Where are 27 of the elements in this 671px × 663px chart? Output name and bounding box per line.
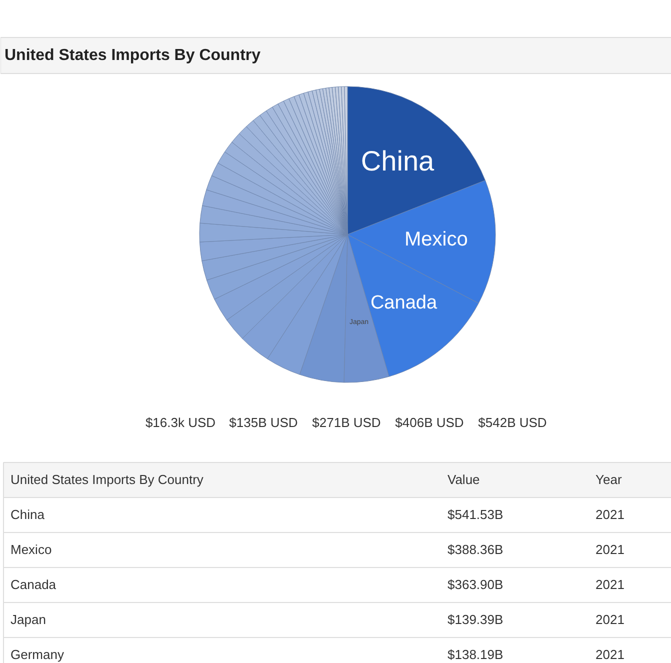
text: $135B USD xyxy=(229,415,298,430)
text: 2021 xyxy=(596,647,624,662)
text: $388.36B xyxy=(448,542,504,557)
text: $541.53B xyxy=(448,507,504,522)
text: United States Imports By Country xyxy=(10,472,204,487)
text: Germany xyxy=(10,647,64,662)
text: $542B USD xyxy=(478,415,547,430)
slice-label: Canada xyxy=(370,292,438,314)
chart-title: United States Imports By Country xyxy=(4,47,261,64)
slice-label: Mexico xyxy=(404,228,468,250)
text: Canada xyxy=(10,577,57,592)
text: $138.19B xyxy=(448,647,504,662)
text: $139.39B xyxy=(448,612,504,627)
text: 2021 xyxy=(596,577,624,592)
text: 2021 xyxy=(596,542,624,557)
text: Year xyxy=(596,472,622,487)
text: $271B USD xyxy=(312,415,381,430)
text: 2021 xyxy=(596,507,624,522)
text: $363.90B xyxy=(448,577,504,592)
text: $406B USD xyxy=(395,415,464,430)
text: 2021 xyxy=(596,612,624,627)
text: China xyxy=(10,507,46,522)
text: Value xyxy=(448,472,480,487)
text: $16.3k USD xyxy=(145,415,216,430)
text: Japan xyxy=(10,612,46,627)
text: Mexico xyxy=(10,542,52,557)
slice-label: China xyxy=(360,146,435,177)
